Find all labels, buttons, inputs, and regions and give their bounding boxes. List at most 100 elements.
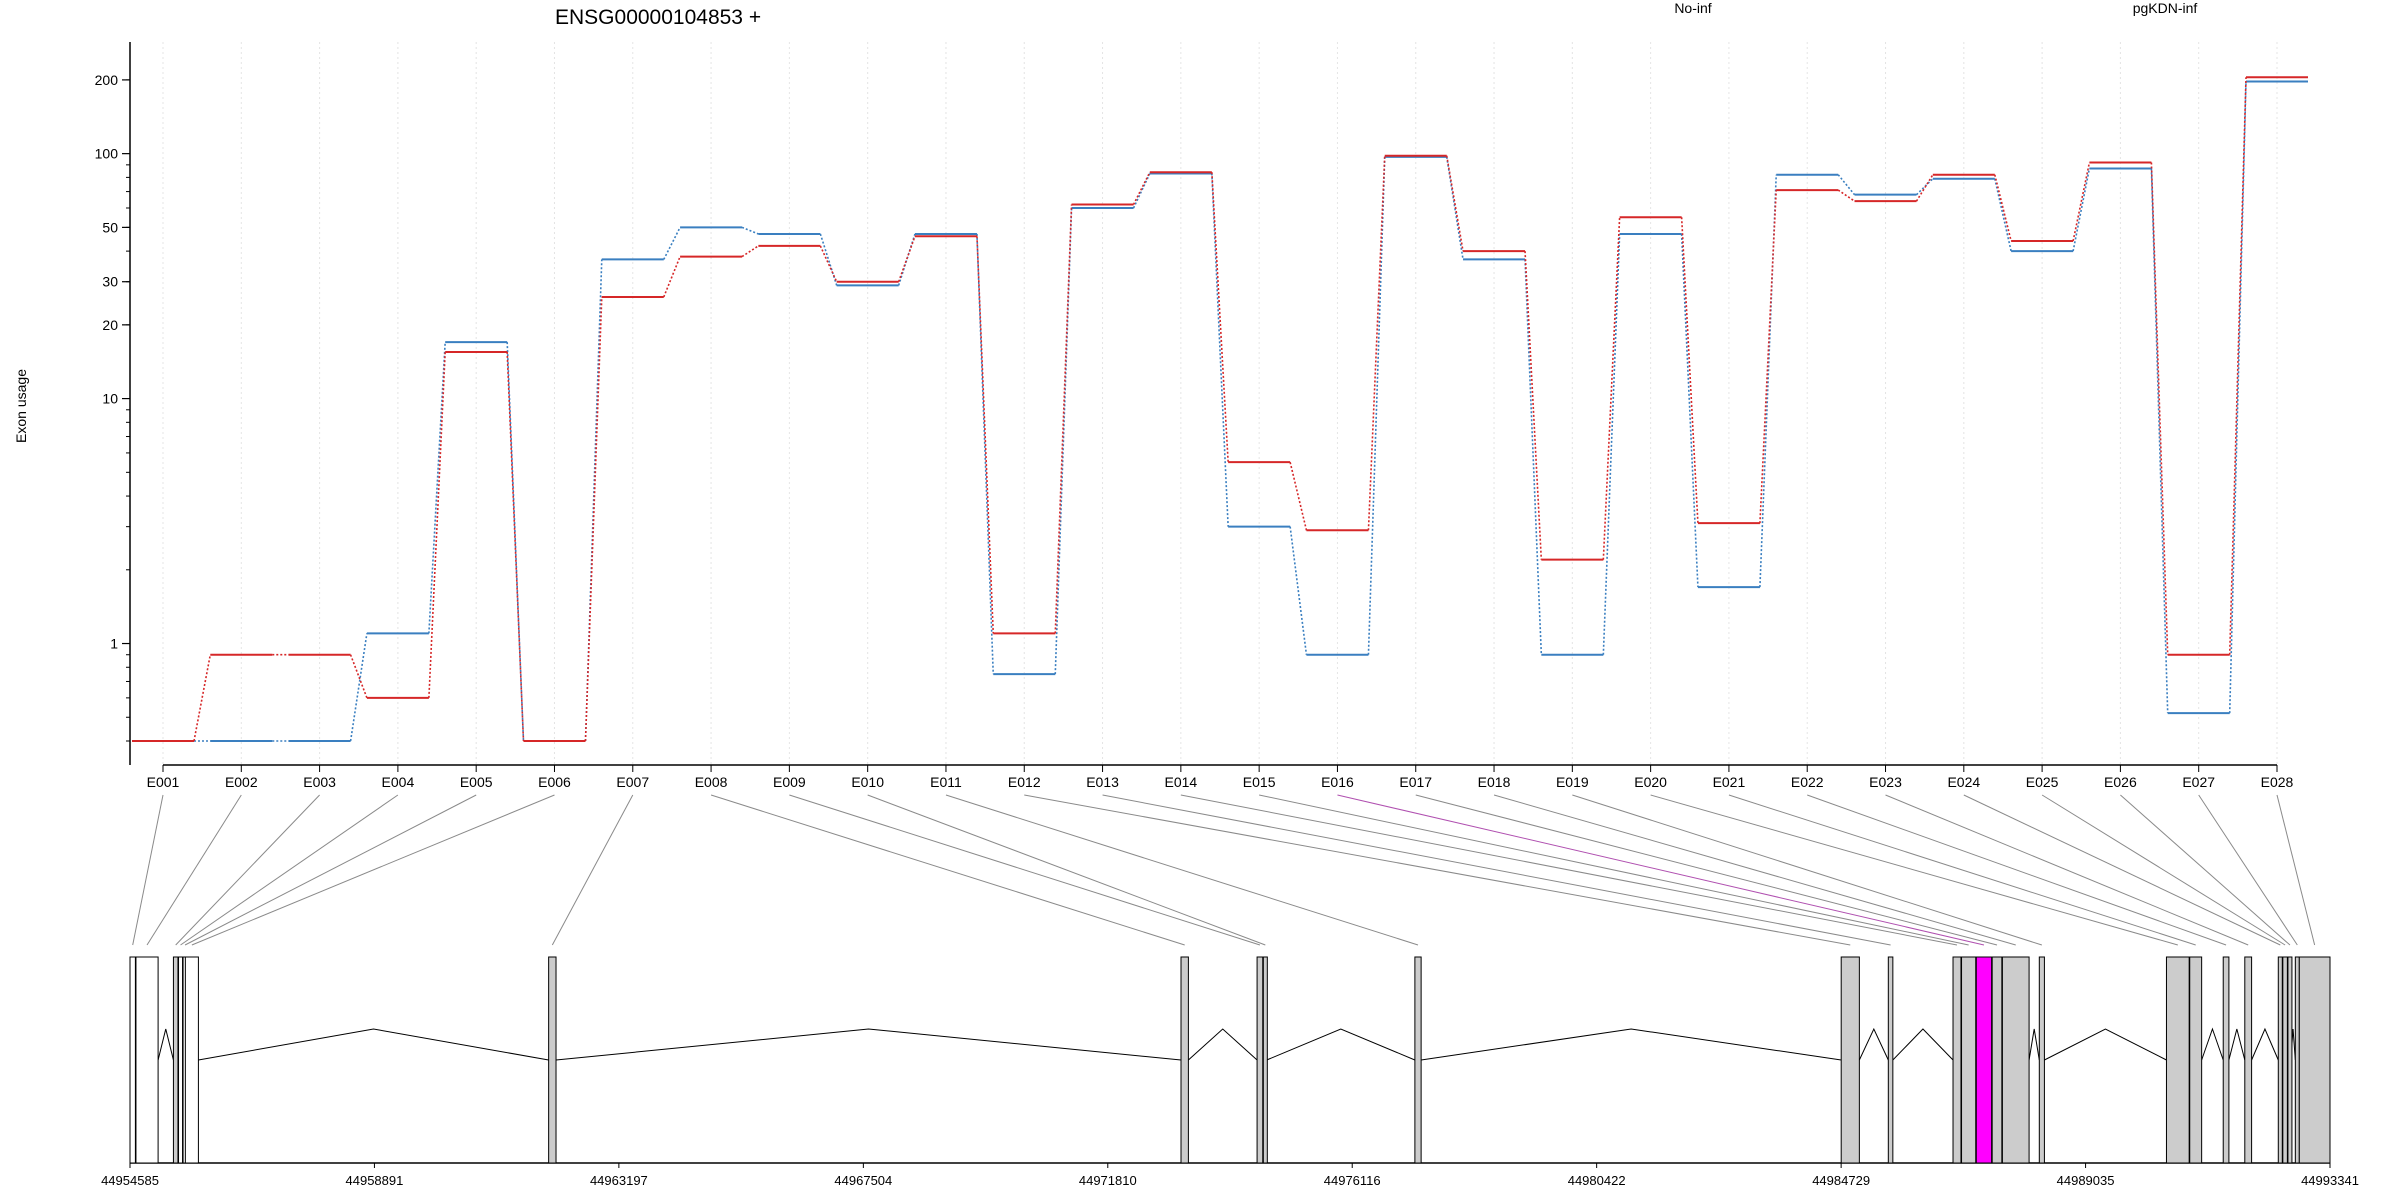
x-tick-label-e018: E018 (1478, 774, 1511, 790)
exon-box-e028 (2298, 956, 2331, 1164)
connector-e001 (132, 794, 164, 946)
exon-box-e014 (1952, 956, 1962, 1164)
exon-box-e010 (1262, 956, 1268, 1164)
x-tick-label-e021: E021 (1713, 774, 1746, 790)
exon-box-e013 (1887, 956, 1894, 1164)
exon-box-e026 (2287, 956, 2293, 1164)
connector-e018 (1493, 794, 2016, 946)
intron-line (1421, 1028, 1842, 1061)
x-tick-label-e025: E025 (2026, 774, 2059, 790)
connector-e023 (1885, 794, 2249, 946)
intron-line (157, 1028, 174, 1061)
connector-e013 (1102, 794, 1891, 946)
intron-line (1188, 1028, 1258, 1061)
connector-e009 (789, 794, 1261, 946)
x-tick-label-e015: E015 (1243, 774, 1276, 790)
x-tick-label-e026: E026 (2104, 774, 2137, 790)
connector-e003 (175, 794, 320, 946)
series-connector (1367, 156, 1386, 655)
x-tick-label-e003: E003 (303, 774, 336, 790)
series-connector (1054, 207, 1073, 675)
connector-e017 (1415, 794, 1998, 946)
connector-e005 (184, 794, 477, 946)
series-connector (2150, 162, 2169, 655)
exon-box-e009 (1256, 956, 1264, 1164)
connector-e014 (1180, 794, 1958, 946)
series-connector (1680, 233, 1699, 588)
series-connector (1289, 461, 1308, 531)
intron-line (1892, 1028, 1954, 1061)
exon-box-e004 (178, 956, 184, 1164)
series-connector (1680, 217, 1699, 524)
coordinate-label: 44993341 (2301, 1173, 2359, 1188)
exon-box-e023 (2244, 956, 2253, 1164)
intron-line (2228, 1028, 2246, 1061)
coordinate-label: 44954585 (101, 1173, 159, 1188)
connector-e025 (2041, 794, 2286, 946)
connector-e016 (1337, 794, 1985, 946)
series-connector (1445, 155, 1464, 252)
intron-line (198, 1028, 549, 1061)
x-tick-label-e019: E019 (1556, 774, 1589, 790)
connector-e020 (1650, 794, 2178, 946)
series-connector (1837, 189, 1855, 202)
connector-e007 (551, 794, 634, 946)
exon-box-e003 (172, 956, 179, 1164)
series-connector (1994, 174, 2012, 242)
connector-e015 (1259, 794, 1969, 946)
series-connector (663, 227, 681, 260)
series-connector (506, 342, 525, 742)
coordinate-label: 44989035 (2057, 1173, 2115, 1188)
x-tick-label-e022: E022 (1791, 774, 1824, 790)
x-tick-label-e004: E004 (382, 774, 415, 790)
connector-e026 (2120, 794, 2291, 946)
y-tick-label: 20 (102, 317, 118, 333)
series-connector (2150, 168, 2169, 714)
x-tick-label-e013: E013 (1086, 774, 1119, 790)
series-connector (349, 633, 368, 742)
exon-box-e016 (1975, 956, 1993, 1164)
exon-box-e012 (1840, 956, 1860, 1164)
series-connector (2228, 81, 2247, 714)
coordinate-label: 44980422 (1568, 1173, 1626, 1188)
connector-e006 (191, 794, 555, 946)
series-connector (349, 654, 368, 699)
series-connector (2072, 168, 2091, 252)
x-tick-label-e006: E006 (538, 774, 571, 790)
connector-e024 (1963, 794, 2281, 946)
intron-line (2028, 1028, 2040, 1061)
coordinate-label: 44984729 (1812, 1173, 1870, 1188)
connector-e002 (146, 794, 242, 946)
exon-box-e017 (1991, 956, 2003, 1164)
x-tick-label-e007: E007 (616, 774, 649, 790)
intron-line (2201, 1027, 2224, 1061)
y-axis-label: Exon usage (13, 369, 29, 443)
exon-box-e006 (184, 956, 199, 1164)
x-tick-label-e012: E012 (1008, 774, 1041, 790)
exon-box-e015 (1961, 956, 1977, 1164)
y-tick-label: 50 (102, 219, 118, 235)
x-tick-label-e023: E023 (1869, 774, 1902, 790)
series-connector (2072, 162, 2091, 242)
series-connector (428, 342, 446, 634)
intron-line (2251, 1027, 2279, 1061)
exon-box-e018 (2001, 956, 2030, 1164)
series-connector (897, 235, 916, 282)
series-connector (741, 226, 759, 235)
connector-e022 (1807, 794, 2227, 946)
series-connector (1367, 155, 1386, 531)
coordinate-label: 44963197 (590, 1173, 648, 1188)
exon-box-e002 (135, 956, 159, 1164)
x-tick-label-e011: E011 (930, 774, 962, 790)
x-tick-label-e010: E010 (851, 774, 884, 790)
series-connector (1524, 251, 1543, 560)
series-connector (741, 245, 759, 258)
series-connector (819, 233, 838, 286)
exon-box-e025 (2282, 956, 2288, 1164)
exon-box-e027 (2294, 956, 2300, 1164)
legend-entry-pgkdn-inf: pgKDN-inf (2133, 0, 2198, 16)
exon-box-e019 (2038, 956, 2045, 1164)
x-tick-label-e005: E005 (460, 774, 493, 790)
series-connector (584, 296, 603, 742)
